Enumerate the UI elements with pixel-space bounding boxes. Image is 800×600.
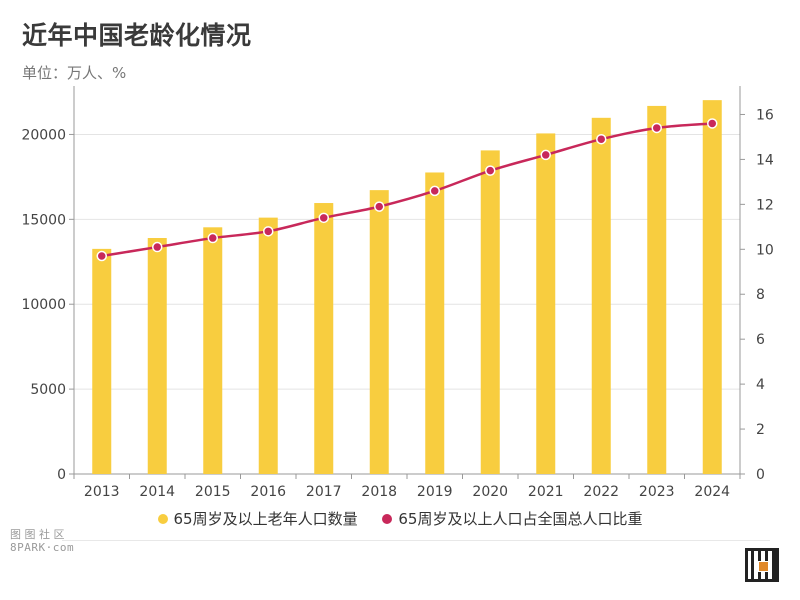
share-line (101, 122, 713, 258)
share-point (318, 212, 329, 224)
x-tick-label: 2019 (417, 484, 453, 500)
legend-item-bar[interactable]: 65周岁及以上老年人口数量 (157, 508, 358, 529)
share-point (374, 201, 385, 212)
y-right-tick-label: 4 (756, 377, 765, 393)
share-point (429, 185, 440, 197)
x-tick-label: 2023 (639, 484, 675, 500)
share-point (596, 133, 607, 145)
chart-legend: 65周岁及以上老年人口数量 65周岁及以上人口占全国总人口比重 (0, 508, 800, 529)
x-tick-label: 2017 (306, 484, 342, 500)
share-point (651, 122, 662, 134)
x-tick-label: 2016 (250, 484, 286, 500)
x-tick-label: 2022 (583, 484, 619, 500)
y-right-tick-label: 10 (756, 242, 774, 258)
qr-code-logo-icon (758, 561, 769, 572)
y-right-tick-label: 2 (756, 422, 765, 438)
bar (647, 105, 667, 474)
share-point (152, 241, 163, 253)
x-tick-label: 2024 (694, 484, 730, 500)
bar (591, 117, 611, 475)
x-tick-label: 2014 (139, 484, 175, 500)
share-point (707, 118, 718, 129)
y-right-tick-label: 12 (756, 197, 774, 213)
bar (480, 150, 500, 474)
y-right-tick-label: 6 (756, 332, 765, 348)
watermark-brand: 8PARK·com (10, 541, 75, 554)
footer-divider (62, 540, 770, 541)
y-right-tick-label: 14 (756, 152, 774, 168)
bar (314, 203, 334, 474)
legend-bar-swatch (157, 513, 168, 524)
share-point (263, 226, 274, 237)
bar (425, 172, 445, 474)
watermark: 图 图 社 区 8PARK·com (10, 528, 74, 554)
legend-bar-label: 65周岁及以上老年人口数量 (173, 510, 358, 528)
bar (536, 133, 556, 474)
bar (147, 238, 167, 474)
x-tick-label: 2020 (472, 484, 508, 500)
bar (258, 217, 278, 474)
y-left-tick-label: 15000 (21, 212, 66, 228)
unit-label: 单位：万人、% (22, 64, 127, 82)
y-left-tick-label: 10000 (21, 297, 66, 313)
y-right-tick-label: 0 (756, 467, 765, 483)
share-point (96, 250, 107, 262)
x-tick-label: 2018 (361, 484, 397, 500)
x-tick-label: 2021 (528, 484, 564, 500)
legend-item-line[interactable]: 65周岁及以上人口占全国总人口比重 (382, 508, 642, 529)
bar (702, 100, 722, 475)
bar (203, 227, 223, 474)
y-right-tick-label: 16 (756, 107, 774, 123)
x-tick-label: 2015 (195, 484, 231, 500)
y-left-tick-label: 0 (57, 467, 66, 483)
bar (92, 248, 112, 474)
chart-title: 近年中国老龄化情况 (22, 21, 252, 50)
share-point (207, 232, 218, 244)
share-point (485, 165, 496, 176)
legend-line-swatch (382, 513, 393, 524)
y-right-tick-label: 8 (756, 287, 765, 303)
watermark-cn: 图 图 社 区 (10, 528, 65, 541)
y-left-tick-label: 5000 (30, 382, 66, 398)
y-left-tick-label: 20000 (21, 127, 66, 143)
x-tick-label: 2013 (84, 484, 120, 500)
share-point (540, 149, 551, 161)
bar (369, 190, 389, 474)
legend-line-label: 65周岁及以上人口占全国总人口比重 (398, 510, 643, 528)
